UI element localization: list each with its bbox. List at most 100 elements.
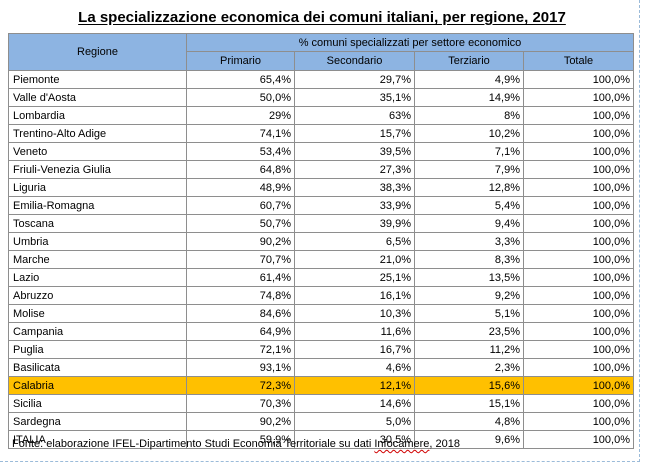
- value-cell: 5,4%: [414, 196, 524, 215]
- value-cell: 100,0%: [523, 106, 634, 125]
- value-cell: 90,2%: [186, 412, 295, 431]
- group-column-header: % comuni specializzati per settore econo…: [186, 33, 634, 52]
- value-cell: 15,1%: [414, 394, 524, 413]
- value-cell: 100,0%: [523, 340, 634, 359]
- table-row: Calabria 72,3% 12,1% 15,6% 100,0%: [8, 376, 634, 395]
- value-cell: 84,6%: [186, 304, 295, 323]
- value-cell: 100,0%: [523, 286, 634, 305]
- value-cell: 11,6%: [294, 322, 415, 341]
- value-cell: 15,7%: [294, 124, 415, 143]
- value-cell: 12,8%: [414, 178, 524, 197]
- value-cell: 30,5%: [294, 430, 415, 449]
- region-cell: Lombardia: [8, 106, 187, 125]
- value-cell: 100,0%: [523, 70, 634, 89]
- source-note: Fonte: elaborazione IFEL-Dipartimento St…: [12, 438, 460, 450]
- table-title: La specializzazione economica dei comuni…: [78, 9, 566, 26]
- value-cell: 100,0%: [523, 178, 634, 197]
- column-header-secondario: Secondario: [294, 51, 415, 71]
- value-cell: 3,3%: [414, 232, 524, 251]
- region-cell: Piemonte: [8, 70, 187, 89]
- value-cell: 64,9%: [186, 322, 295, 341]
- value-cell: 48,9%: [186, 178, 295, 197]
- column-header-primario: Primario: [186, 51, 295, 71]
- value-cell: 39,5%: [294, 142, 415, 161]
- table-row: Toscana 50,7% 39,9% 9,4% 100,0%: [8, 214, 634, 233]
- value-cell: 53,4%: [186, 142, 295, 161]
- region-column-header: Regione: [8, 33, 187, 71]
- value-cell: 39,9%: [294, 214, 415, 233]
- value-cell: 21,0%: [294, 250, 415, 269]
- value-cell: 4,9%: [414, 70, 524, 89]
- value-cell: 100,0%: [523, 88, 634, 107]
- table-row: Puglia 72,1% 16,7% 11,2% 100,0%: [8, 340, 634, 359]
- table-row: Veneto 53,4% 39,5% 7,1% 100,0%: [8, 142, 634, 161]
- value-cell: 10,3%: [294, 304, 415, 323]
- value-cell: 61,4%: [186, 268, 295, 287]
- value-cell: 100,0%: [523, 304, 634, 323]
- region-cell: Sardegna: [8, 412, 187, 431]
- source-year: , 2018: [429, 438, 460, 450]
- value-cell: 9,4%: [414, 214, 524, 233]
- region-cell: Campania: [8, 322, 187, 341]
- value-cell: 50,0%: [186, 88, 295, 107]
- column-header-totale: Totale: [523, 51, 634, 71]
- value-cell: 10,2%: [414, 124, 524, 143]
- table-row: Basilicata 93,1% 4,6% 2,3% 100,0%: [8, 358, 634, 377]
- region-cell: Trentino-Alto Adige: [8, 124, 187, 143]
- value-cell: 100,0%: [523, 322, 634, 341]
- value-cell: 50,7%: [186, 214, 295, 233]
- value-cell: 5,0%: [294, 412, 415, 431]
- value-cell: 59,9%: [186, 430, 295, 449]
- table-row: Emilia-Romagna 60,7% 33,9% 5,4% 100,0%: [8, 196, 634, 215]
- value-cell: 72,1%: [186, 340, 295, 359]
- source-text: Fonte: elaborazione IFEL-Dipartimento St…: [12, 438, 375, 450]
- value-cell: 100,0%: [523, 394, 634, 413]
- value-cell: 7,9%: [414, 160, 524, 179]
- region-cell: Umbria: [8, 232, 187, 251]
- value-cell: 5,1%: [414, 304, 524, 323]
- region-cell: Friuli-Venezia Giulia: [8, 160, 187, 179]
- value-cell: 25,1%: [294, 268, 415, 287]
- table-row: Lazio 61,4% 25,1% 13,5% 100,0%: [8, 268, 634, 287]
- table-row: Trentino-Alto Adige 74,1% 15,7% 10,2% 100,0%: [8, 124, 634, 143]
- value-cell: 74,1%: [186, 124, 295, 143]
- value-cell: 35,1%: [294, 88, 415, 107]
- table-row: Campania 64,9% 11,6% 23,5% 100,0%: [8, 322, 634, 341]
- value-cell: 8,3%: [414, 250, 524, 269]
- value-cell: 100,0%: [523, 376, 634, 395]
- region-cell: Veneto: [8, 142, 187, 161]
- region-cell: Puglia: [8, 340, 187, 359]
- value-cell: 12,1%: [294, 376, 415, 395]
- value-cell: 16,7%: [294, 340, 415, 359]
- value-cell: 11,2%: [414, 340, 524, 359]
- document-frame: [0, 0, 640, 462]
- value-cell: 100,0%: [523, 160, 634, 179]
- value-cell: 70,3%: [186, 394, 295, 413]
- region-cell: Basilicata: [8, 358, 187, 377]
- value-cell: 27,3%: [294, 160, 415, 179]
- value-cell: 16,1%: [294, 286, 415, 305]
- table-row: Valle d'Aosta 50,0% 35,1% 14,9% 100,0%: [8, 88, 634, 107]
- value-cell: 4,6%: [294, 358, 415, 377]
- table-row: Sicilia 70,3% 14,6% 15,1% 100,0%: [8, 394, 634, 413]
- table-row: Liguria 48,9% 38,3% 12,8% 100,0%: [8, 178, 634, 197]
- table-row: Marche 70,7% 21,0% 8,3% 100,0%: [8, 250, 634, 269]
- value-cell: 100,0%: [523, 142, 634, 161]
- value-cell: 100,0%: [523, 196, 634, 215]
- region-cell: Molise: [8, 304, 187, 323]
- region-cell: Abruzzo: [8, 286, 187, 305]
- value-cell: 60,7%: [186, 196, 295, 215]
- value-cell: 33,9%: [294, 196, 415, 215]
- value-cell: 29,7%: [294, 70, 415, 89]
- table-row: Sardegna 90,2% 5,0% 4,8% 100,0%: [8, 412, 634, 431]
- value-cell: 100,0%: [523, 412, 634, 431]
- value-cell: 4,8%: [414, 412, 524, 431]
- value-cell: 9,6%: [414, 430, 524, 449]
- value-cell: 9,2%: [414, 286, 524, 305]
- table-row: ITALIA 59,9% 30,5% 9,6% 100,0%: [8, 430, 634, 449]
- value-cell: 14,6%: [294, 394, 415, 413]
- value-cell: 14,9%: [414, 88, 524, 107]
- value-cell: 7,1%: [414, 142, 524, 161]
- value-cell: 72,3%: [186, 376, 295, 395]
- value-cell: 13,5%: [414, 268, 524, 287]
